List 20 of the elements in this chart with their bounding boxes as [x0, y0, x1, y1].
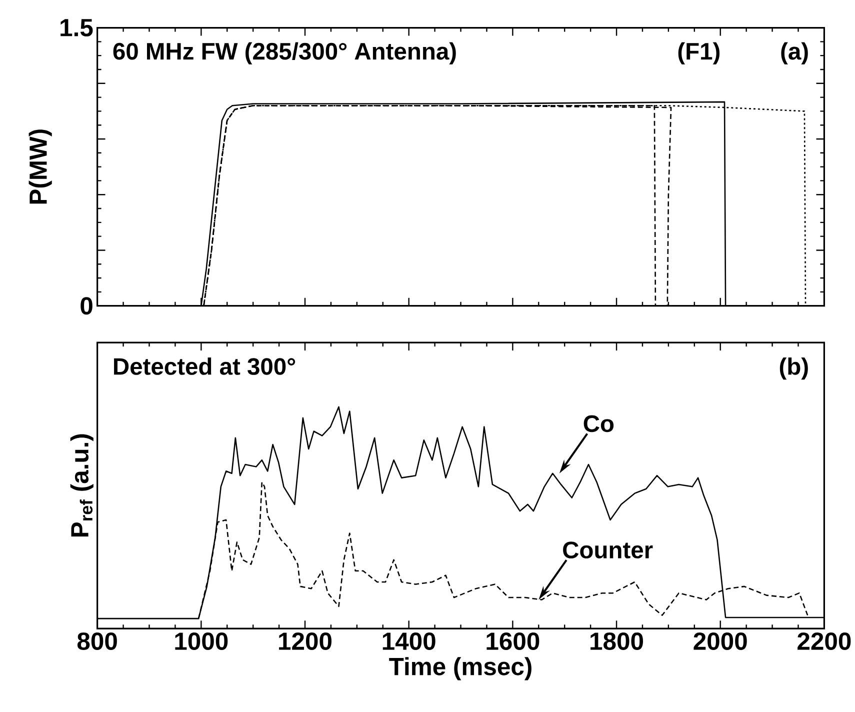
y-tick-label: 1.5	[60, 19, 93, 36]
chart-title: Detected at 300°	[114, 357, 296, 375]
annotation: Co	[584, 415, 614, 432]
annotation: (a)	[781, 42, 808, 64]
y-axis-title: P(MW)	[28, 130, 52, 204]
x-tick-label: 1800	[590, 632, 644, 650]
x-axis-title: Time (msec)	[389, 657, 532, 680]
x-tick-label: 2000	[694, 632, 747, 650]
x-tick-label: 1600	[486, 632, 540, 650]
y-axis-title: P$_{ref}$ (a.u.)	[70, 434, 94, 536]
y-tick-label: 0	[80, 297, 92, 315]
annotation: Counter	[563, 542, 653, 558]
x-tick-label: 2200	[798, 632, 851, 650]
x-tick-label: 800	[77, 632, 117, 650]
x-tick-label: 1000	[175, 632, 228, 650]
x-tick-label: 1200	[279, 632, 332, 650]
annotation: (F1)	[678, 42, 720, 64]
x-tick-label: 1400	[382, 632, 436, 650]
text: 60 MHz FW (285/300° Antenna)	[113, 42, 456, 64]
text: (b)	[780, 357, 808, 380]
